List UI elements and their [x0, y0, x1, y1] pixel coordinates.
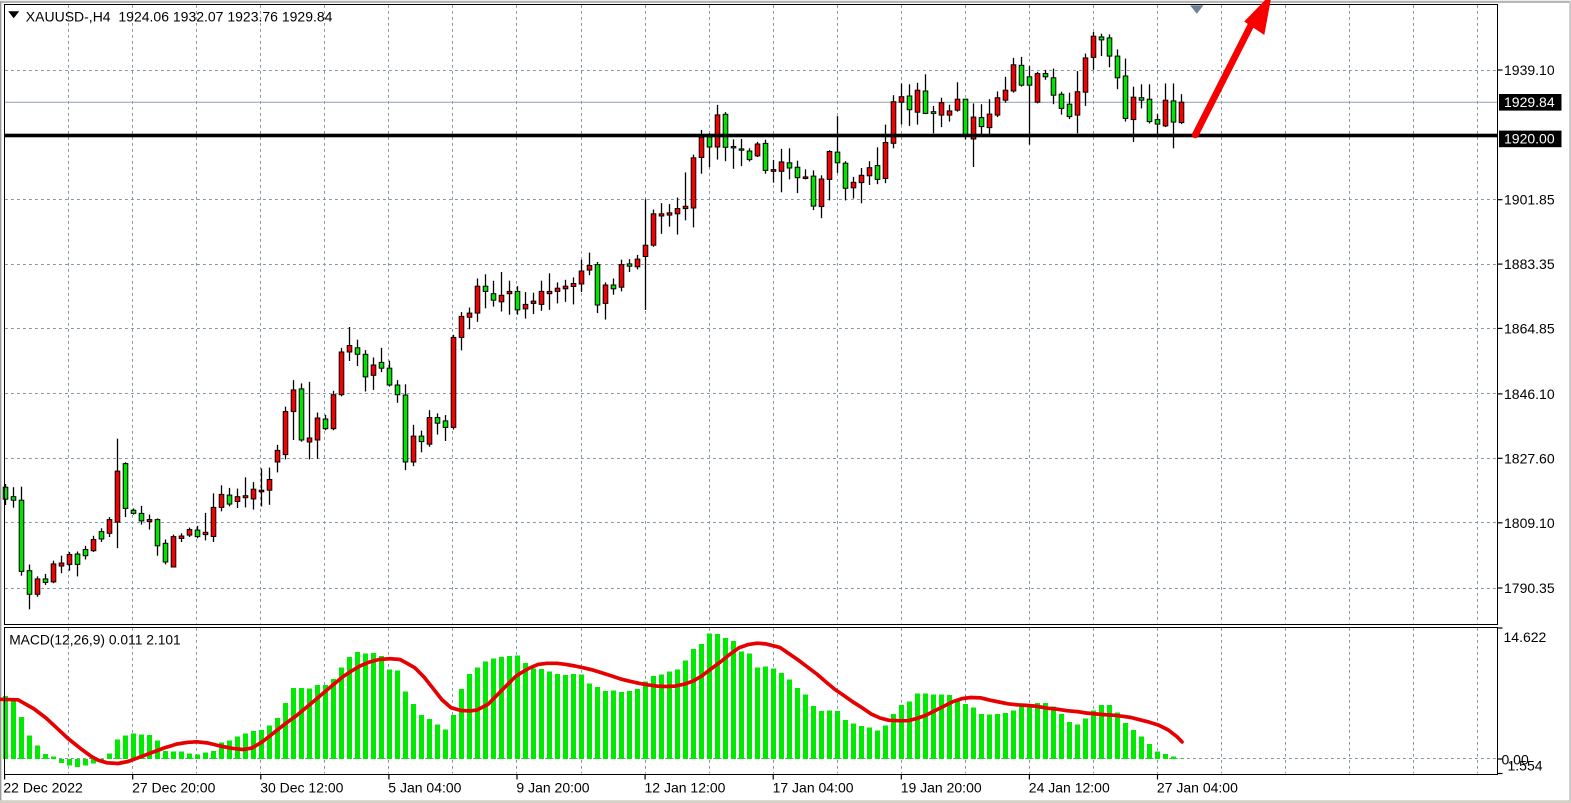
svg-text:24 Jan 12:00: 24 Jan 12:00 [1029, 779, 1110, 795]
svg-text:22 Dec 2022: 22 Dec 2022 [3, 779, 83, 795]
svg-text:17 Jan 04:00: 17 Jan 04:00 [773, 779, 854, 795]
svg-text:0.00: 0.00 [1502, 752, 1529, 768]
svg-text:1809.10: 1809.10 [1504, 515, 1555, 531]
svg-text:1827.60: 1827.60 [1504, 450, 1555, 466]
svg-text:19 Jan 20:00: 19 Jan 20:00 [901, 779, 982, 795]
svg-text:1929.84: 1929.84 [1504, 94, 1555, 110]
svg-text:27 Dec 20:00: 27 Dec 20:00 [132, 779, 215, 795]
svg-text:1920.00: 1920.00 [1504, 131, 1555, 147]
svg-text:1864.85: 1864.85 [1504, 320, 1555, 336]
svg-text:1.554: 1.554 [1508, 757, 1543, 773]
svg-text:14.622: 14.622 [1504, 629, 1547, 645]
svg-text:30 Dec 12:00: 30 Dec 12:00 [260, 779, 343, 795]
svg-text:MACD(12,26,9) 0.011 2.101: MACD(12,26,9) 0.011 2.101 [9, 632, 181, 647]
svg-text:5 Jan 04:00: 5 Jan 04:00 [388, 779, 461, 795]
svg-text:27 Jan 04:00: 27 Jan 04:00 [1157, 779, 1238, 795]
svg-text:9 Jan 20:00: 9 Jan 20:00 [516, 779, 589, 795]
svg-text:12 Jan 12:00: 12 Jan 12:00 [645, 779, 726, 795]
svg-text:1846.10: 1846.10 [1504, 386, 1555, 402]
svg-text:1901.85: 1901.85 [1504, 192, 1555, 208]
svg-text:1883.35: 1883.35 [1504, 256, 1555, 272]
svg-text:1939.10: 1939.10 [1504, 62, 1555, 78]
svg-text:XAUUSD-,H4 1924.06 1932.07 19: XAUUSD-,H4 1924.06 1932.07 1923.76 1929.… [26, 9, 333, 25]
svg-text:1790.35: 1790.35 [1504, 580, 1555, 596]
